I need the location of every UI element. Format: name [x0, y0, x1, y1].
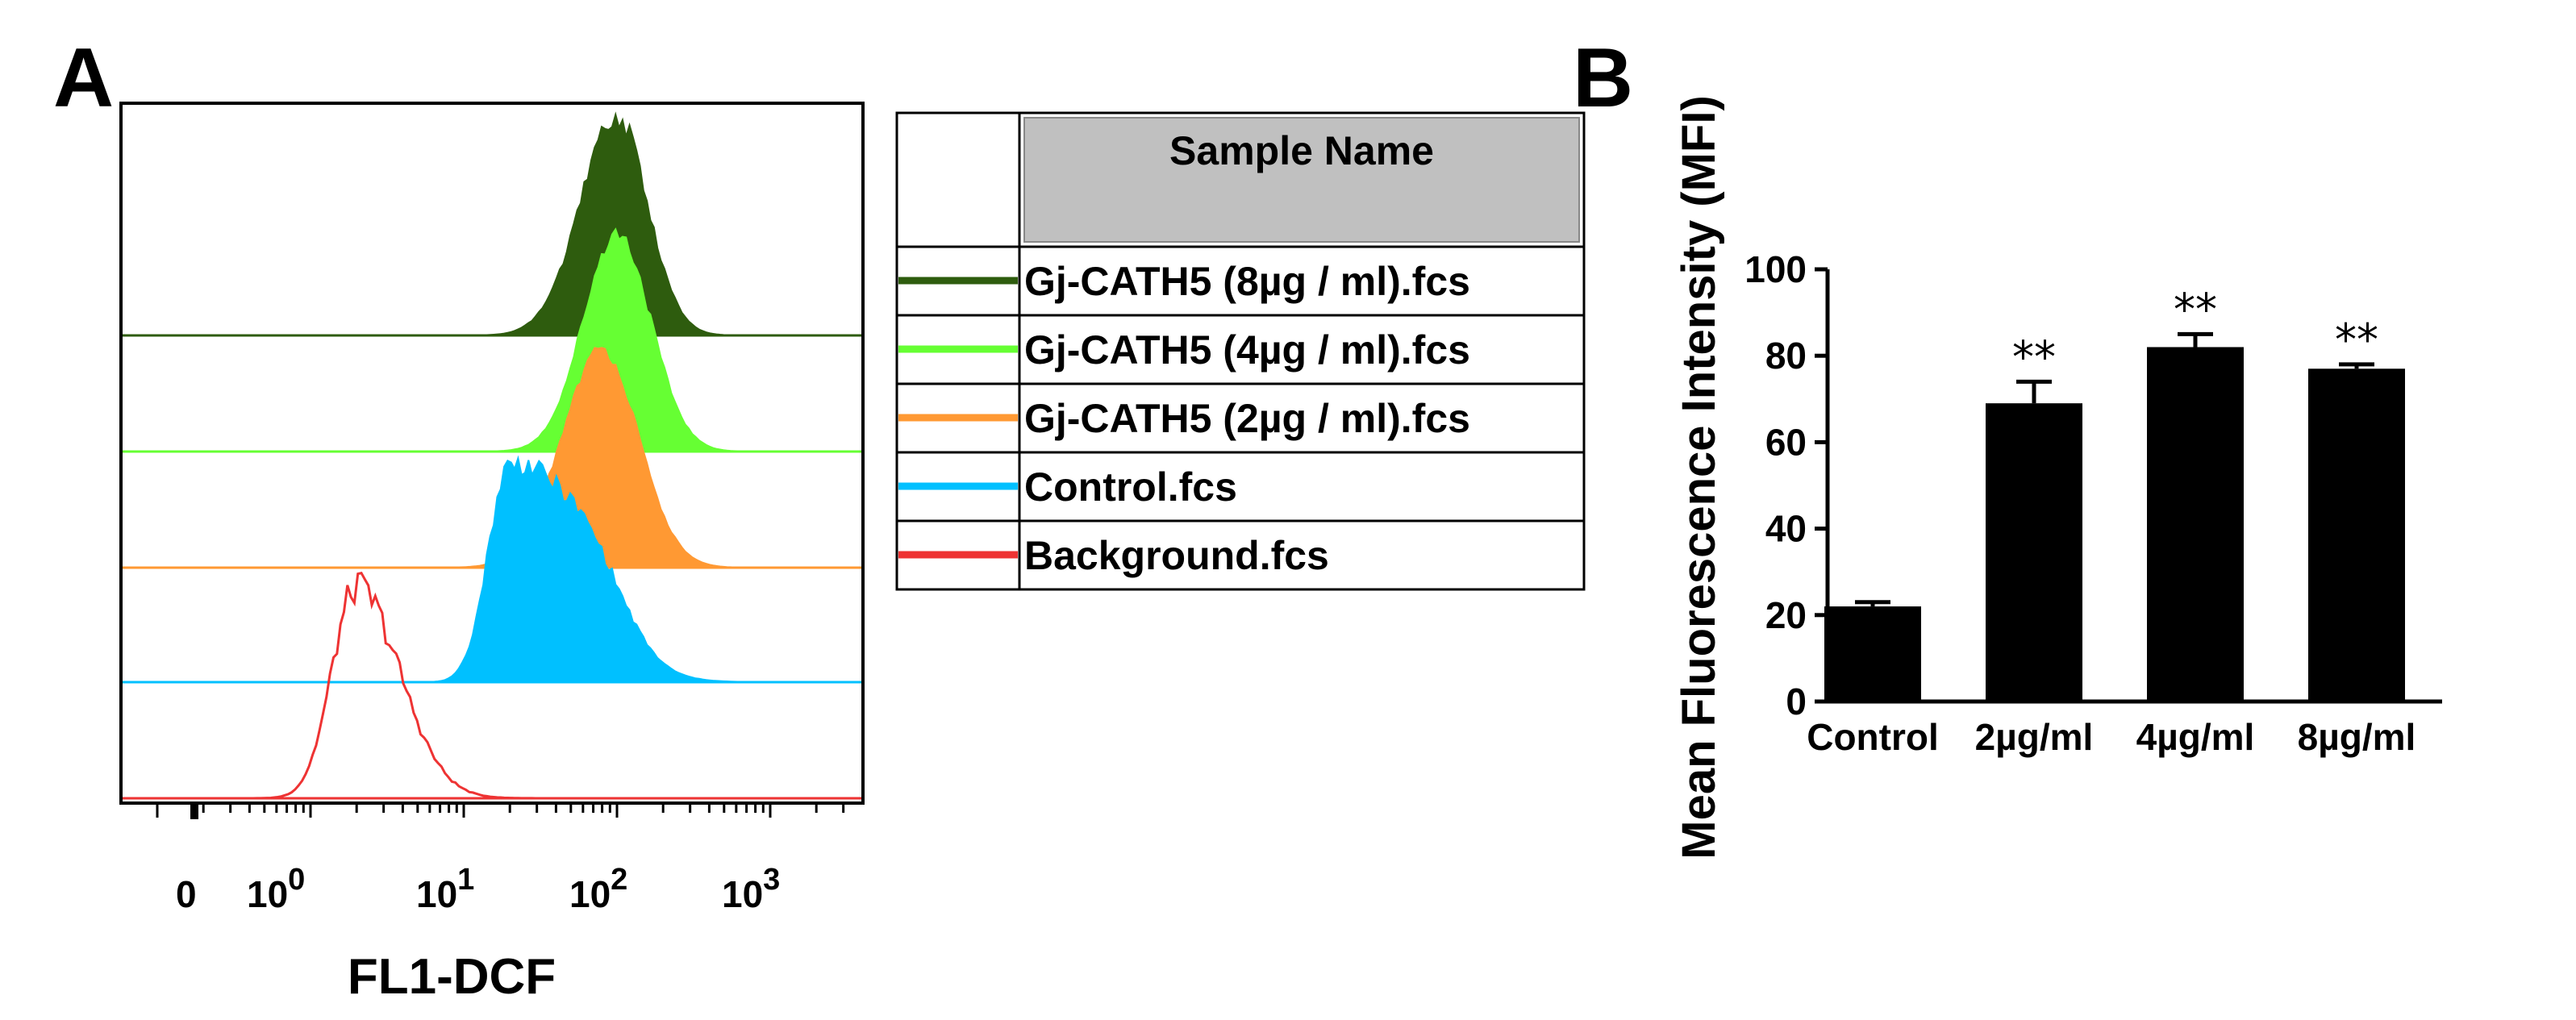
legend-entry-label: Gj-CATH5 (2µg / ml).fcs — [1024, 396, 1470, 441]
legend-row-gj-cath5-2-g-ml-fcs: Gj-CATH5 (2µg / ml).fcs — [895, 382, 1586, 454]
bar-y-axis-label: Mean Fluorescence Intensity (MFI) — [1673, 95, 1725, 860]
panel-a-label: A — [53, 31, 114, 125]
legend-entry-label: Background.fcs — [1024, 533, 1329, 578]
bar-4-g-ml — [2147, 347, 2244, 702]
histogram-panel: 0 100 101 102 103 FL1-DCF — [119, 102, 865, 1005]
hist-series-gj-cath5-8-g-ml-fcs — [142, 111, 861, 336]
hist-series-background-fcs — [142, 571, 860, 800]
bar-ytick-label: 40 — [1765, 508, 1807, 550]
bar-marks: Control ** 2µg/ml ** 4µg/ml ** 8µg/ml — [1807, 284, 2416, 758]
bar-ytick-label: 20 — [1765, 594, 1807, 636]
hist-zero-tick-mark — [190, 805, 198, 819]
bar-ytick-label: 0 — [1786, 681, 1807, 722]
bar-y-ticks: 0 20 40 60 80 100 — [1744, 248, 1828, 722]
histogram-curves — [123, 111, 862, 800]
hist-xtick-2: 101 — [416, 863, 474, 915]
significance-2-g-ml: ** — [2012, 331, 2056, 382]
bar-xtick-label-4-g-ml: 4µg/ml — [2136, 716, 2255, 758]
legend-entry-label: Gj-CATH5 (8µg / ml).fcs — [1024, 259, 1470, 304]
histogram-minor-ticks — [156, 805, 845, 819]
legend-row-gj-cath5-8-g-ml-fcs: Gj-CATH5 (8µg / ml).fcs — [895, 245, 1586, 317]
legend-rows: Gj-CATH5 (8µg / ml).fcs Gj-CATH5 (4µg / m… — [895, 245, 1586, 591]
hist-x-axis-label: FL1-DCF — [348, 949, 556, 1005]
legend-row-control-fcs: Control.fcs — [895, 451, 1586, 522]
legend-name-cell — [1018, 519, 1586, 591]
legend-name-cell — [1018, 314, 1586, 385]
histogram-x-tick-labels: 0 100 101 102 103 — [176, 863, 780, 915]
bar-control — [1824, 606, 1921, 702]
bar-xtick-label-control: Control — [1807, 716, 1939, 758]
legend-name-cell — [1018, 451, 1586, 522]
legend-row-background-fcs: Background.fcs — [895, 519, 1586, 591]
bar-ytick-label: 80 — [1765, 335, 1807, 377]
hist-xtick-0: 0 — [176, 873, 197, 915]
hist-series-gj-cath5-4-g-ml-fcs — [142, 227, 861, 452]
histogram-frame — [119, 102, 865, 805]
hist-xtick-1: 100 — [247, 863, 305, 915]
significance-8-g-ml: ** — [2335, 314, 2378, 365]
bar-ytick-label: 100 — [1744, 248, 1807, 290]
panel-b-label: B — [1573, 31, 1633, 125]
bar-chart-panel: Mean Fluorescence Intensity (MFI) 0 20 40 6… — [1673, 95, 2442, 860]
legend-header-fill — [1023, 117, 1580, 243]
legend-header-text: Sample Name — [1169, 128, 1434, 173]
legend-name-cell — [1018, 245, 1586, 317]
legend-table: Sample Name Gj-CATH5 (8µg / ml).fcsGj-CA… — [895, 111, 1586, 591]
bar-ytick-label: 60 — [1765, 421, 1807, 463]
hist-series-control-fcs — [142, 455, 862, 683]
legend-name-cell — [1018, 382, 1586, 454]
bar-xtick-label-2-g-ml: 2µg/ml — [1975, 716, 2094, 758]
hist-xtick-3: 102 — [569, 863, 627, 915]
legend-entry-label: Control.fcs — [1024, 464, 1237, 510]
legend-row-gj-cath5-4-g-ml-fcs: Gj-CATH5 (4µg / ml).fcs — [895, 314, 1586, 385]
legend-header-swatch-cell — [895, 111, 1021, 248]
hist-xtick-4: 103 — [722, 863, 780, 915]
bar-2-g-ml — [1986, 403, 2082, 702]
legend-entry-label: Gj-CATH5 (4µg / ml).fcs — [1024, 327, 1470, 373]
significance-4-g-ml: ** — [2174, 284, 2217, 335]
bar-8-g-ml — [2308, 368, 2405, 702]
bar-xtick-label-8-g-ml: 8µg/ml — [2298, 716, 2416, 758]
